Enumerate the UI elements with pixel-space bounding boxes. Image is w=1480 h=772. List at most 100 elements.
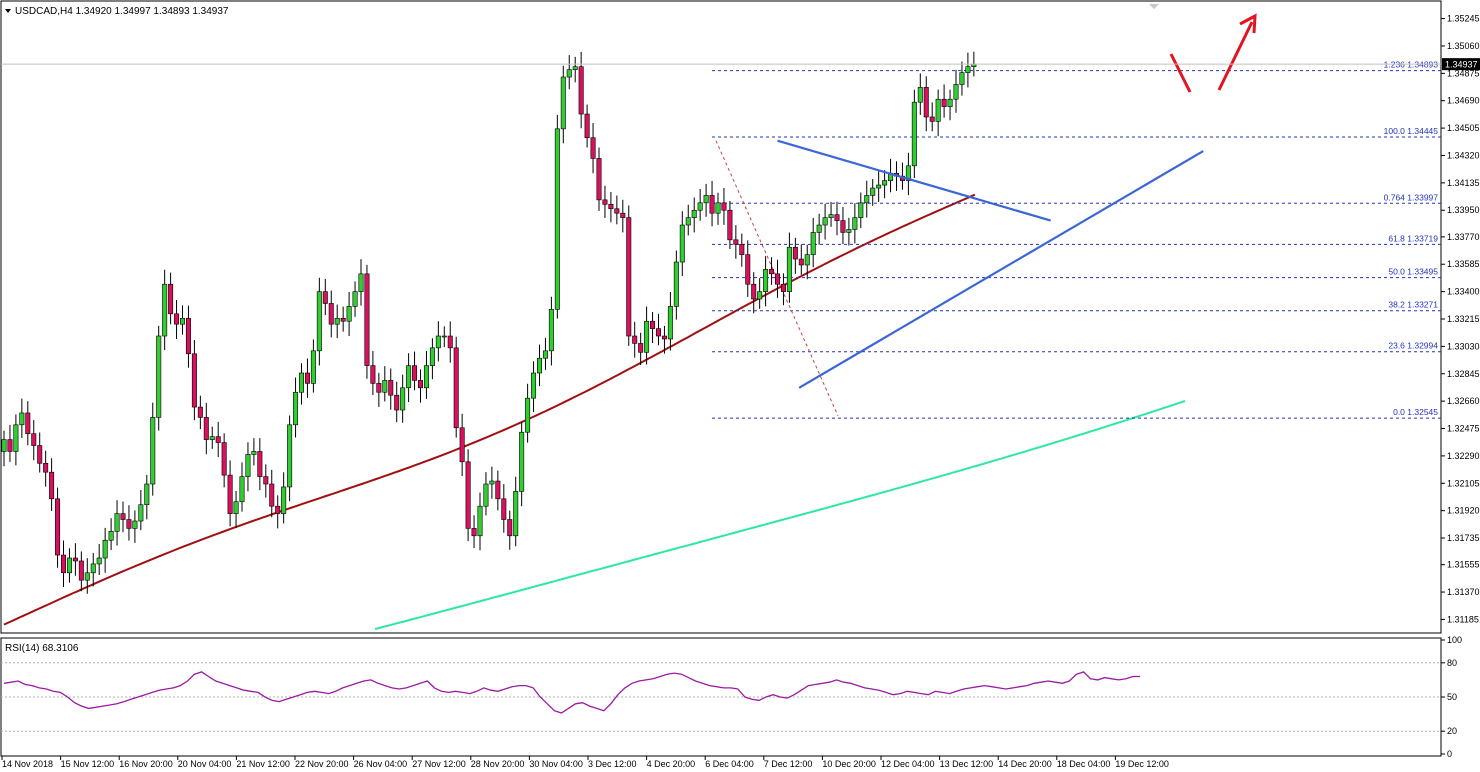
bull-candle-body (96, 557, 102, 565)
bear-candle-body (197, 406, 203, 418)
candle (602, 185, 608, 218)
bear-candle-body (447, 335, 453, 349)
time-tick-label: 13 Dec 12:00 (940, 759, 994, 769)
candle (685, 204, 691, 236)
candle (227, 460, 233, 527)
fib-level-label: 50.0 1.33495 (1388, 267, 1438, 277)
price-tick-label: 1.33770 (1447, 232, 1480, 242)
bull-candle-body (108, 531, 114, 541)
bear-candle-body (37, 445, 43, 464)
candle (102, 527, 108, 573)
bear-candle-body (322, 291, 328, 304)
candle (400, 374, 406, 423)
bull-candle-body (245, 454, 251, 477)
candle (882, 170, 888, 199)
candle (501, 484, 507, 533)
bull-candle-body (953, 84, 959, 100)
candle (846, 217, 852, 246)
price-tick-label: 1.35060 (1447, 41, 1480, 51)
candle (566, 55, 572, 90)
candle (221, 433, 227, 488)
candle (423, 351, 429, 399)
bear-candle-body (417, 380, 423, 389)
candle (780, 273, 786, 306)
price-tick-label: 1.33585 (1447, 259, 1480, 269)
candle (447, 321, 453, 363)
candle (364, 264, 370, 379)
candle (858, 192, 864, 229)
candle (293, 377, 299, 438)
price-tick-label: 1.31185 (1447, 614, 1479, 624)
candle (489, 466, 495, 499)
moving-average-2 (374, 400, 1186, 630)
candle (959, 61, 965, 96)
bear-candle-body (578, 66, 584, 115)
candle (328, 290, 334, 338)
candle (638, 332, 644, 365)
fib-level-label: 23.6 1.32994 (1388, 341, 1438, 351)
candle (584, 104, 590, 148)
bear-candle-body (227, 474, 233, 514)
price-tick-label: 1.31555 (1447, 560, 1480, 570)
bull-candle-body (1, 439, 7, 452)
candle (721, 188, 727, 225)
collapse-triangle-icon[interactable] (5, 9, 11, 13)
bull-candle-body (864, 195, 870, 204)
price-tick-label: 1.35245 (1447, 14, 1480, 24)
candle (769, 257, 775, 285)
price-tick-label: 1.32660 (1447, 396, 1480, 406)
bear-candle-body (590, 137, 596, 159)
bull-candle-body (19, 412, 25, 426)
candle (763, 256, 769, 307)
candle (745, 240, 751, 297)
bull-candle-body (513, 491, 519, 537)
candle (96, 543, 102, 575)
bull-candle-body (114, 513, 120, 532)
bear-candle-body (614, 208, 620, 214)
bull-candle-body (542, 350, 548, 359)
bull-candle-body (281, 486, 287, 514)
candle (340, 306, 346, 332)
bull-candle-body (441, 335, 447, 338)
bull-candle-body (810, 232, 816, 255)
bear-candle-body (626, 217, 632, 337)
axes: 1.34937 1.35245 1.35060 1.34875 1.34690 1.345… (1, 14, 1480, 769)
bear-candle-body (453, 347, 459, 429)
bear-candle-body (727, 209, 733, 241)
bear-candle-body (661, 335, 667, 340)
candle (412, 351, 418, 391)
bull-candle-body (90, 563, 96, 574)
time-tick-label: 16 Nov 20:00 (119, 759, 173, 769)
candle (263, 464, 269, 498)
bear-candle-body (941, 98, 947, 107)
time-tick-label: 27 Nov 12:00 (412, 759, 466, 769)
candle (233, 490, 239, 528)
descending-trendline (777, 139, 1051, 222)
candle (334, 304, 340, 339)
price-tick-label: 1.34505 (1447, 123, 1480, 133)
candle (180, 305, 186, 335)
candle (394, 381, 400, 423)
price-tick-label: 1.31920 (1447, 506, 1480, 516)
candle (13, 414, 19, 466)
candle (483, 472, 489, 516)
bear-candle-body (328, 303, 334, 325)
bull-candle-body (150, 417, 156, 485)
price-tick-label: 1.32475 (1447, 424, 1480, 434)
candle (536, 344, 542, 387)
bull-candle-body (162, 283, 168, 337)
candle (655, 313, 661, 346)
candle (525, 383, 531, 443)
bear-candle-body (120, 513, 126, 520)
candle (834, 201, 840, 236)
candle (614, 195, 620, 225)
candle (519, 421, 525, 507)
bull-candle-body (352, 291, 358, 307)
bull-candle-body (358, 273, 364, 292)
candle (531, 361, 537, 413)
candle (322, 278, 328, 316)
bear-candle-body (602, 199, 608, 205)
time-tick-label: 20 Nov 04:00 (178, 759, 232, 769)
candle (1, 430, 7, 467)
candle (37, 432, 43, 473)
